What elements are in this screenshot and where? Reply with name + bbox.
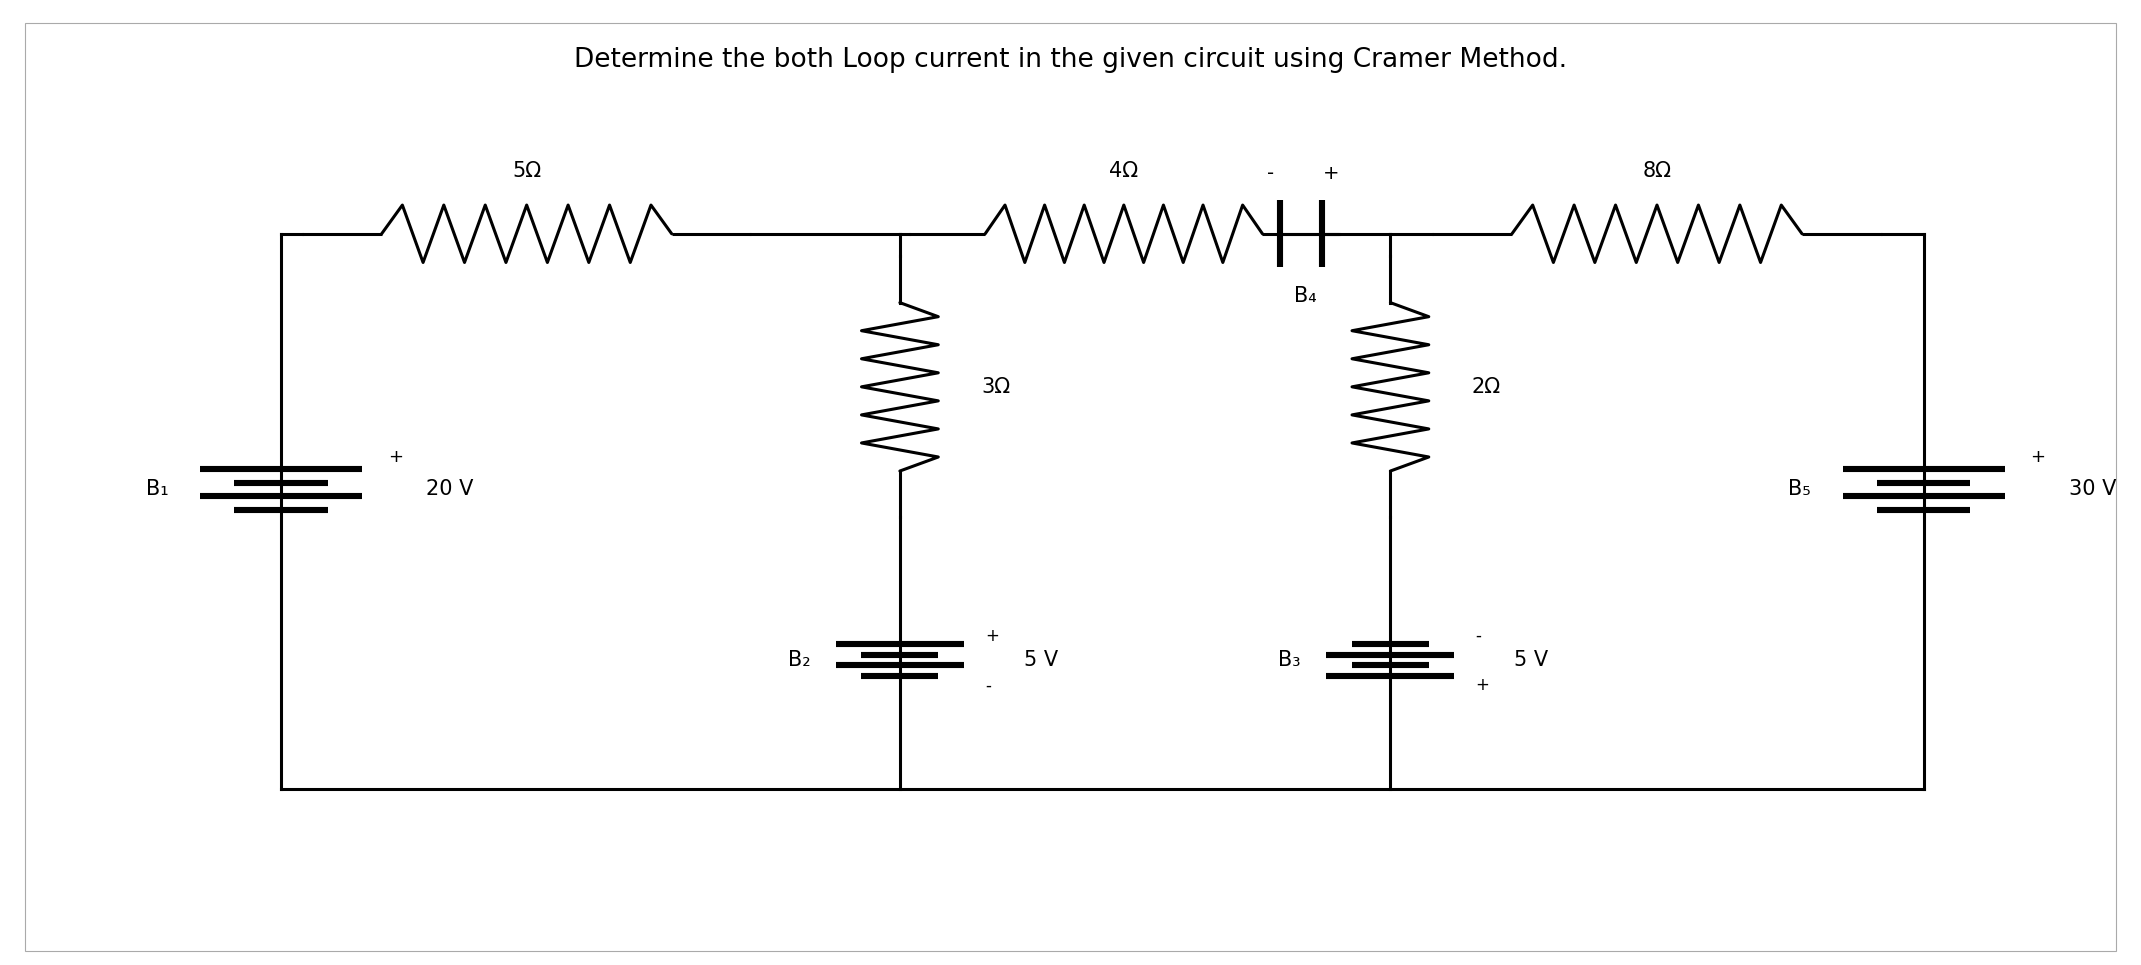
Text: B₅: B₅	[1788, 480, 1811, 500]
Text: +: +	[1323, 164, 1338, 183]
Text: 20 V: 20 V	[426, 480, 473, 500]
Text: +: +	[388, 449, 403, 466]
Text: +: +	[985, 626, 1000, 645]
Text: 5 V: 5 V	[1514, 650, 1548, 670]
Text: B₃: B₃	[1278, 650, 1302, 670]
Text: 30 V: 30 V	[2068, 480, 2115, 500]
Text: B₂: B₂	[788, 650, 809, 670]
Text: 8Ω: 8Ω	[1642, 161, 1672, 181]
Text: -: -	[985, 676, 991, 694]
Text: 5Ω: 5Ω	[512, 161, 542, 181]
Text: 3Ω: 3Ω	[981, 377, 1011, 397]
Text: -: -	[1267, 164, 1274, 183]
Text: Determine the both Loop current in the given circuit using Cramer Method.: Determine the both Loop current in the g…	[574, 47, 1567, 73]
Text: +: +	[2030, 449, 2045, 466]
Text: -: -	[1475, 626, 1482, 645]
Text: +: +	[1475, 676, 1490, 694]
Text: B₄: B₄	[1293, 287, 1317, 306]
Text: B₁: B₁	[146, 480, 169, 500]
Text: 5 V: 5 V	[1023, 650, 1058, 670]
Text: 2Ω: 2Ω	[1471, 377, 1501, 397]
Text: 4Ω: 4Ω	[1109, 161, 1139, 181]
